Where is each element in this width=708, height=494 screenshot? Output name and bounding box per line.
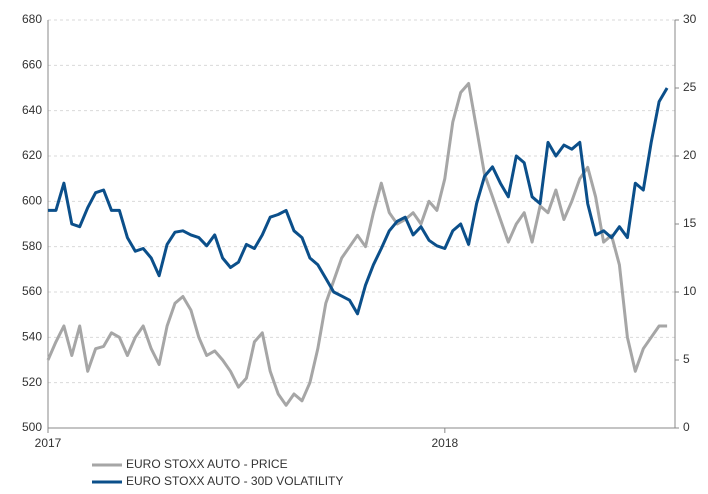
x-tick-label: 2018 — [431, 436, 458, 450]
y-tick-label: 520 — [22, 375, 42, 389]
y-tick-label: 660 — [22, 58, 42, 72]
line-series — [48, 87, 669, 316]
y-tick-label: 680 — [22, 12, 42, 26]
y-tick-label: 540 — [22, 330, 42, 344]
y2-tick-label: 20 — [683, 148, 697, 162]
legend-label: EURO STOXX AUTO - PRICE — [126, 457, 288, 471]
y2-tick-label: 25 — [683, 80, 697, 94]
y-tick-label: 620 — [22, 148, 42, 162]
y2-tick-label: 5 — [683, 352, 690, 366]
y2-tick-label: 0 — [683, 420, 690, 434]
y2-tick-label: 10 — [683, 284, 697, 298]
line-series — [46, 82, 668, 407]
y2-tick-label: 15 — [683, 216, 697, 230]
y-tick-label: 500 — [22, 420, 42, 434]
y2-tick-label: 30 — [683, 12, 697, 26]
y-tick-label: 600 — [22, 194, 42, 208]
y-tick-label: 640 — [22, 103, 42, 117]
y-tick-label: 560 — [22, 284, 42, 298]
x-tick-label: 2017 — [35, 436, 62, 450]
legend-label: EURO STOXX AUTO - 30D VOLATILITY — [126, 474, 343, 488]
y-tick-label: 580 — [22, 239, 42, 253]
